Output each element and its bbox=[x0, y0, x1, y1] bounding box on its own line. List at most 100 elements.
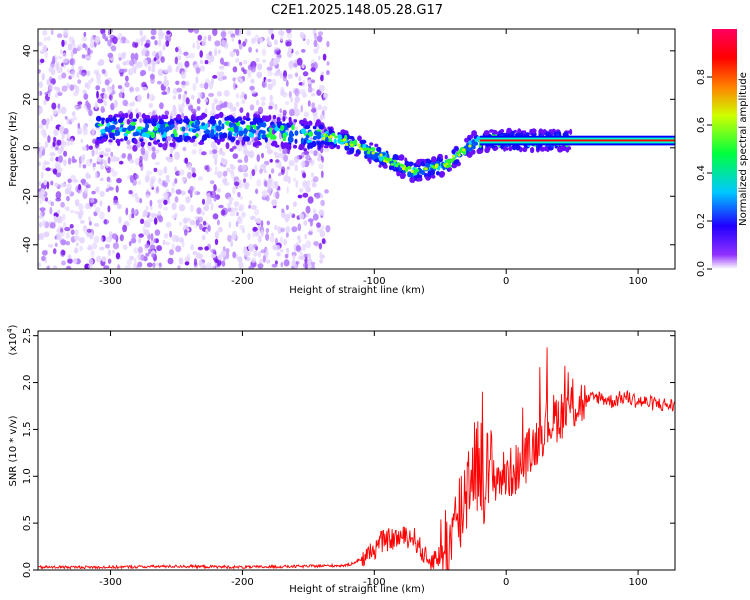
ridge-speck bbox=[410, 173, 414, 178]
noise-speck bbox=[74, 229, 79, 236]
noise-speck bbox=[294, 88, 300, 97]
noise-speck bbox=[276, 251, 281, 257]
noise-speck bbox=[122, 224, 128, 233]
noise-speck bbox=[56, 235, 61, 240]
noise-speck bbox=[218, 204, 224, 209]
noise-speck bbox=[250, 65, 256, 73]
noise-speck bbox=[41, 219, 47, 227]
noise-speck bbox=[100, 165, 104, 170]
noise-speck bbox=[178, 237, 184, 243]
noise-speck bbox=[134, 192, 138, 199]
noise-speck bbox=[231, 36, 235, 42]
noise-speck bbox=[55, 191, 62, 200]
noise-speck bbox=[48, 66, 54, 72]
noise-speck bbox=[296, 235, 301, 240]
noise-speck bbox=[71, 155, 76, 164]
noise-speck bbox=[201, 234, 206, 241]
noise-speck bbox=[157, 169, 164, 176]
ridge-hot bbox=[342, 138, 346, 142]
noise-speck bbox=[121, 153, 127, 159]
ridge-speck bbox=[226, 120, 230, 127]
noise-speck bbox=[117, 33, 123, 38]
noise-speck bbox=[38, 161, 41, 166]
noise-speck bbox=[41, 196, 46, 202]
noise-speck bbox=[305, 186, 312, 193]
noise-speck bbox=[77, 79, 82, 84]
noise-speck bbox=[179, 204, 186, 212]
noise-speck bbox=[159, 102, 164, 110]
noise-speck bbox=[130, 52, 135, 61]
noise-speck bbox=[166, 30, 171, 35]
ridge-speck bbox=[453, 159, 459, 165]
noise-speck bbox=[193, 258, 198, 266]
noise-speck bbox=[307, 253, 312, 259]
noise-speck bbox=[59, 125, 65, 133]
noise-speck bbox=[200, 210, 204, 216]
noise-speck bbox=[94, 102, 98, 110]
noise-speck bbox=[95, 149, 98, 155]
noise-speck bbox=[262, 254, 266, 263]
noise-speck bbox=[244, 155, 249, 164]
noise-speck bbox=[288, 60, 295, 68]
noise-speck bbox=[303, 220, 308, 226]
noise-speck bbox=[50, 201, 55, 207]
noise-speck bbox=[222, 177, 228, 184]
noise-speck bbox=[125, 75, 129, 82]
noise-speck bbox=[135, 42, 139, 47]
colorbar-tick-label: 0.0 bbox=[696, 261, 707, 277]
noise-speck bbox=[96, 156, 102, 163]
noise-speck bbox=[316, 228, 323, 233]
ridge-hot bbox=[393, 159, 397, 163]
ridge-hot bbox=[359, 147, 363, 151]
noise-speck bbox=[88, 216, 91, 222]
ridge-speck bbox=[413, 168, 420, 173]
noise-speck bbox=[197, 34, 203, 41]
noise-speck bbox=[262, 59, 266, 63]
noise-speck bbox=[74, 247, 78, 254]
ridge-speck bbox=[308, 120, 313, 126]
noise-speck bbox=[297, 194, 303, 199]
noise-speck bbox=[233, 181, 240, 187]
noise-speck bbox=[235, 57, 240, 63]
noise-speck bbox=[246, 140, 252, 146]
noise-speck bbox=[241, 99, 246, 104]
noise-speck bbox=[103, 100, 108, 107]
spectrogram-ylabel: Frequency (Hz) bbox=[8, 111, 19, 187]
x-tick-label: 100 bbox=[629, 577, 648, 588]
noise-speck bbox=[211, 102, 215, 110]
noise-speck bbox=[312, 213, 319, 221]
noise-speck bbox=[149, 180, 154, 189]
noise-speck bbox=[122, 68, 128, 73]
noise-speck bbox=[175, 245, 182, 253]
noise-speck bbox=[249, 247, 254, 253]
noise-speck bbox=[283, 238, 288, 246]
ridge-speck bbox=[396, 171, 401, 177]
noise-speck bbox=[100, 236, 104, 243]
ridge-speck bbox=[159, 124, 164, 129]
noise-speck bbox=[277, 226, 282, 234]
noise-speck bbox=[138, 233, 144, 238]
noise-speck bbox=[88, 264, 94, 269]
ridge-speck bbox=[233, 132, 238, 137]
noise-speck bbox=[277, 153, 283, 158]
noise-speck bbox=[61, 213, 66, 221]
noise-speck bbox=[265, 233, 270, 241]
noise-speck bbox=[206, 196, 212, 205]
noise-speck bbox=[279, 72, 283, 79]
noise-speck bbox=[43, 179, 47, 186]
ridge-speck bbox=[357, 135, 362, 142]
noise-speck bbox=[184, 60, 190, 68]
x-tick-label: 100 bbox=[629, 276, 648, 287]
noise-speck bbox=[326, 40, 330, 48]
noise-speck bbox=[296, 57, 303, 66]
ridge-speck bbox=[316, 141, 321, 146]
noise-speck bbox=[285, 41, 292, 47]
noise-speck bbox=[141, 49, 146, 56]
noise-speck bbox=[266, 259, 270, 264]
noise-speck bbox=[126, 175, 131, 180]
noise-speck bbox=[144, 150, 150, 156]
ridge-speck bbox=[245, 117, 251, 122]
noise-speck bbox=[144, 43, 150, 48]
ridge-speck bbox=[193, 124, 197, 129]
ridge-speck bbox=[312, 125, 317, 130]
